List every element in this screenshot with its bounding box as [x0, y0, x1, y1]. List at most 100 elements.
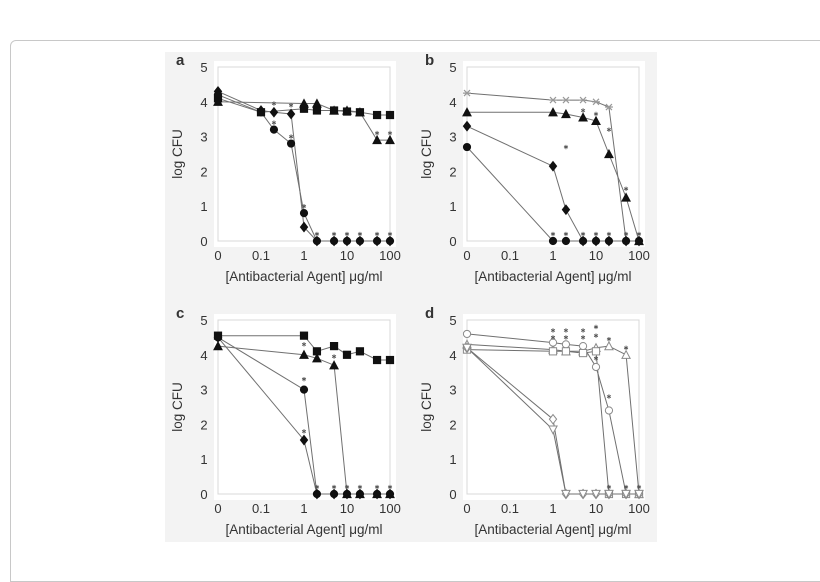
data-point-square — [591, 347, 601, 356]
data-point-circle — [286, 139, 296, 148]
data-point-triangle — [329, 105, 339, 115]
significance-asterisk — [301, 376, 307, 382]
x-tick-label: 100 — [379, 248, 401, 263]
plot-frame — [217, 66, 391, 242]
panel-label: d — [425, 305, 434, 322]
data-point-triangle — [312, 353, 322, 363]
panel-d: d 0 1 2 3 4 5 0 0.1 1 10 100 [Antibacterial Agent] μ… — [419, 305, 650, 537]
significance-asterisk — [374, 484, 380, 490]
significance-asterisk — [580, 328, 586, 333]
x-tick-label: 1 — [300, 501, 307, 516]
data-point-asterisk — [561, 96, 570, 104]
data-point-diamond — [312, 488, 322, 500]
y-tick-label: 4 — [200, 348, 207, 363]
x-tick-label: 1 — [549, 501, 556, 516]
y-axis-label: log CFU — [419, 382, 434, 432]
y-tick-label: 4 — [449, 95, 456, 110]
data-point-circle — [256, 108, 266, 117]
data-point-triangle-down — [604, 489, 614, 500]
significance-asterisk — [623, 484, 629, 490]
x-tick-label: 0 — [463, 248, 470, 263]
data-point-triangle — [591, 115, 601, 126]
data-point-diamond — [269, 106, 279, 118]
x-tick-label: 10 — [589, 248, 603, 263]
data-point-triangle — [604, 148, 614, 159]
significance-asterisk — [314, 231, 320, 237]
significance-asterisk — [593, 324, 599, 330]
y-tick-label: 3 — [449, 130, 456, 145]
data-point-diamond — [299, 221, 309, 233]
x-tick-label: 0 — [214, 501, 221, 516]
data-point-circle — [578, 342, 588, 351]
data-point-triangle-down — [462, 343, 472, 354]
data-point-triangle — [312, 98, 322, 108]
data-point-asterisk — [579, 96, 588, 104]
data-point-circle — [604, 236, 614, 246]
significance-asterisk — [374, 231, 380, 237]
y-tick-label: 5 — [449, 313, 456, 328]
significance-asterisk — [344, 231, 350, 237]
data-point-circle — [548, 236, 558, 246]
data-point-triangle — [213, 340, 223, 351]
y-tick-label: 2 — [449, 164, 456, 179]
y-tick-label: 0 — [449, 487, 456, 502]
data-point-triangle — [561, 108, 571, 119]
y-tick-label: 5 — [449, 60, 456, 75]
y-tick-label: 1 — [200, 452, 207, 467]
data-point-asterisk — [604, 103, 613, 111]
significance-asterisk — [550, 328, 556, 333]
x-tick-label: 0 — [463, 501, 470, 516]
data-point-square — [342, 350, 352, 359]
x-tick-label: 0.1 — [252, 248, 270, 263]
significance-asterisk — [288, 103, 294, 108]
data-point-diamond — [385, 488, 395, 500]
data-point-circle — [269, 125, 279, 134]
panel-b: b 0 1 2 3 4 5 0 0.1 1 10 100 [Antibacterial Agent] μ… — [419, 52, 650, 284]
significance-asterisk — [387, 484, 393, 490]
significance-asterisk — [550, 231, 556, 237]
x-tick-label: 10 — [340, 248, 354, 263]
data-point-square — [561, 347, 571, 356]
data-point-triangle — [299, 98, 309, 108]
data-point-circle — [604, 406, 614, 415]
data-point-diamond — [299, 434, 309, 446]
x-tick-label: 0.1 — [501, 248, 519, 263]
data-point-circle — [634, 236, 644, 246]
data-point-diamond — [372, 488, 382, 500]
data-point-triangle-down — [578, 489, 588, 500]
plot-area — [214, 61, 396, 247]
significance-asterisk — [331, 484, 337, 490]
data-point-asterisk — [463, 89, 471, 97]
significance-asterisk — [331, 354, 337, 359]
plot-area — [214, 314, 396, 500]
data-point-square — [299, 331, 309, 340]
significance-asterisk — [593, 111, 599, 117]
data-point-circle — [561, 236, 571, 246]
data-point-diamond — [548, 413, 558, 425]
significance-asterisk — [344, 484, 350, 490]
data-point-circle — [329, 236, 339, 246]
significance-asterisk — [357, 231, 363, 237]
data-point-square — [385, 110, 395, 120]
significance-asterisk — [550, 335, 556, 340]
x-tick-label: 10 — [340, 501, 354, 516]
data-point-triangle — [621, 192, 631, 202]
data-point-square — [372, 355, 382, 365]
data-point-diamond — [329, 488, 339, 500]
data-point-triangle — [213, 96, 223, 106]
data-point-triangle — [621, 349, 631, 359]
significance-asterisk — [357, 484, 363, 490]
data-point-triangle-down — [548, 425, 558, 435]
significance-asterisk — [288, 134, 294, 139]
x-tick-label: 1 — [549, 248, 556, 263]
y-tick-label: 3 — [200, 383, 207, 398]
data-point-circle — [591, 236, 601, 246]
y-axis-label: log CFU — [170, 129, 185, 179]
data-point-triangle — [329, 360, 339, 370]
data-point-circle — [372, 236, 382, 246]
significance-asterisk — [580, 335, 586, 340]
y-tick-label: 1 — [449, 199, 456, 214]
data-point-square — [329, 342, 339, 351]
x-tick-label: 0.1 — [252, 501, 270, 516]
